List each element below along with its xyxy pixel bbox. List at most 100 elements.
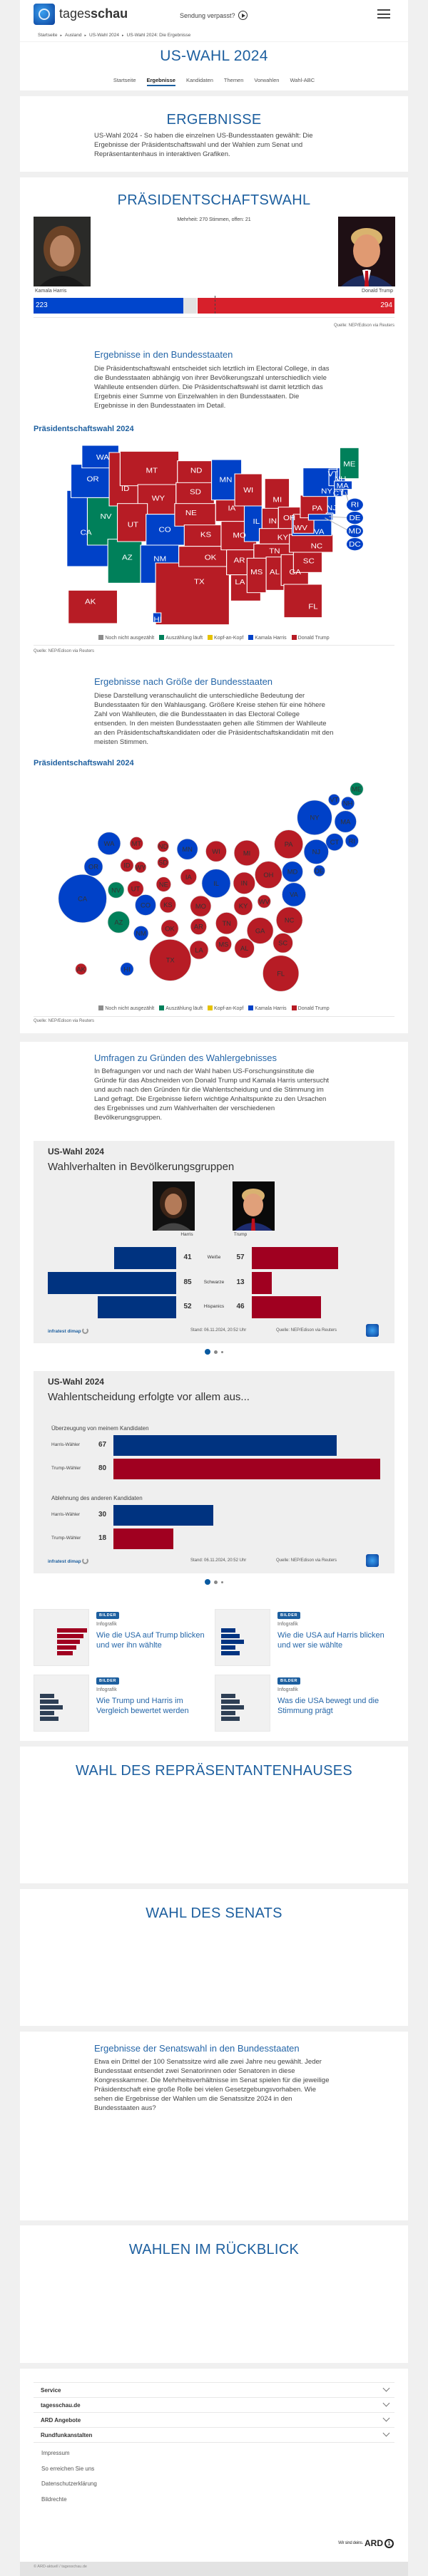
carousel-dot[interactable] bbox=[214, 1350, 218, 1354]
state-bubble-nj[interactable] bbox=[303, 839, 329, 864]
ard-logo[interactable]: Wir sind deins. ARD 1 bbox=[338, 2538, 394, 2548]
state-bubble-hi[interactable] bbox=[120, 962, 134, 976]
demographics-chart[interactable]: US-Wahl 2024 Wahlverhalten in Bevölkerun… bbox=[34, 1141, 394, 1343]
teaser-title[interactable]: Wie Trump und Harris im Vergleich bewert… bbox=[96, 1697, 189, 1715]
state-bubble-tn[interactable] bbox=[215, 912, 238, 935]
teaser-title[interactable]: Wie die USA auf Harris blicken und wer s… bbox=[277, 1631, 384, 1650]
state-bubble-ga[interactable] bbox=[246, 917, 274, 944]
carousel-dot-active[interactable] bbox=[205, 1579, 210, 1585]
state-bubble-sd[interactable] bbox=[157, 857, 169, 869]
state-bubble-id[interactable] bbox=[120, 858, 134, 872]
state-az[interactable] bbox=[107, 539, 143, 584]
state-bubble-sc[interactable] bbox=[272, 933, 293, 953]
nav-tab-ergebnisse[interactable]: Ergebnisse bbox=[146, 77, 175, 86]
teaser-card[interactable]: BILDER Infografik Wie Trump und Harris im … bbox=[34, 1675, 212, 1733]
state-hi[interactable] bbox=[152, 612, 162, 623]
state-bubble-la[interactable] bbox=[189, 940, 209, 960]
brand-name[interactable]: tagesschau bbox=[59, 6, 128, 21]
state-bubble-ar[interactable] bbox=[190, 918, 207, 935]
state-bubble-or[interactable] bbox=[83, 857, 103, 876]
state-bubble-fl[interactable] bbox=[263, 955, 300, 992]
state-bubble-md[interactable] bbox=[282, 861, 303, 883]
state-bubble-mn[interactable] bbox=[176, 838, 198, 860]
state-callout-de[interactable] bbox=[346, 512, 363, 524]
state-nc[interactable] bbox=[289, 534, 334, 553]
nav-tab-wahl-abc[interactable]: Wahl-ABC bbox=[290, 77, 315, 83]
nav-tab-vorwahlen[interactable]: Vorwahlen bbox=[254, 77, 280, 83]
nav-tab-startseite[interactable]: Startseite bbox=[113, 77, 136, 83]
footer-link[interactable]: Impressum bbox=[41, 2450, 70, 2456]
nav-tab-themen[interactable]: Themen bbox=[223, 77, 244, 83]
footer-link[interactable]: Bildrechte bbox=[41, 2495, 67, 2503]
state-bubble-ma[interactable] bbox=[334, 810, 357, 833]
state-bubble-wv[interactable] bbox=[257, 894, 271, 909]
carousel-dot-active[interactable] bbox=[205, 1349, 210, 1355]
state-tx[interactable] bbox=[155, 562, 230, 626]
state-fl[interactable] bbox=[283, 584, 323, 619]
state-bubble-nd[interactable] bbox=[157, 840, 169, 852]
state-bubble-ky[interactable] bbox=[233, 896, 253, 916]
state-bubble-wy[interactable] bbox=[134, 861, 147, 874]
state-bubble-co[interactable] bbox=[135, 894, 156, 916]
state-ok[interactable] bbox=[178, 546, 228, 567]
state-bubble-ut[interactable] bbox=[127, 880, 144, 897]
state-bubble-ri[interactable] bbox=[345, 834, 359, 848]
state-bubble-nc[interactable] bbox=[275, 906, 303, 934]
state-bubble-ks[interactable] bbox=[159, 896, 176, 914]
state-bubble-ne[interactable] bbox=[156, 876, 171, 892]
state-nd[interactable] bbox=[177, 460, 213, 484]
state-bubble-ak[interactable] bbox=[75, 963, 87, 976]
teaser-card[interactable]: BILDER Infografik Was die USA bewegt und d… bbox=[215, 1675, 393, 1733]
state-bubble-mt[interactable] bbox=[129, 837, 143, 851]
state-bubble-ok[interactable] bbox=[160, 919, 179, 938]
footer-accordion-2[interactable]: ARD Angebote bbox=[34, 2412, 394, 2427]
carousel-dot[interactable] bbox=[221, 1350, 223, 1353]
state-md[interactable] bbox=[307, 514, 332, 521]
teaser-card[interactable]: BILDER Infografik Wie die USA auf Trump bl… bbox=[34, 1609, 212, 1667]
state-bubble-me[interactable] bbox=[350, 782, 364, 796]
state-bubble-wa[interactable] bbox=[97, 832, 121, 855]
state-sc[interactable] bbox=[292, 550, 323, 573]
state-il[interactable] bbox=[243, 505, 263, 542]
state-bubble-nm[interactable] bbox=[133, 926, 149, 941]
breadcrumb-item[interactable]: Startseite bbox=[38, 33, 58, 38]
state-bubble-pa[interactable] bbox=[274, 829, 304, 859]
state-mi[interactable] bbox=[264, 478, 290, 510]
state-ak[interactable] bbox=[68, 589, 118, 624]
state-bubble-oh[interactable] bbox=[255, 861, 282, 889]
state-bubble-ia[interactable] bbox=[180, 869, 197, 886]
state-callout-ri[interactable] bbox=[346, 498, 363, 511]
carousel-dot[interactable] bbox=[221, 1581, 223, 1583]
state-ms[interactable] bbox=[246, 557, 267, 594]
footer-accordion-1[interactable]: tagesschau.de bbox=[34, 2397, 394, 2412]
state-callout-dc[interactable] bbox=[346, 538, 363, 551]
breadcrumb-item[interactable]: US-Wahl 2024: Die Ergebnisse bbox=[126, 33, 191, 38]
footer-accordion-0[interactable]: Service bbox=[34, 2382, 394, 2397]
state-bubble-va[interactable] bbox=[282, 882, 306, 907]
state-bubble-nh[interactable] bbox=[341, 796, 355, 810]
teaser-title[interactable]: Was die USA bewegt und die Stimmung präg… bbox=[277, 1697, 379, 1715]
menu-hamburger-icon[interactable] bbox=[377, 9, 390, 19]
footer-link[interactable]: So erreichen Sie uns bbox=[41, 2465, 95, 2472]
state-me[interactable] bbox=[339, 447, 360, 480]
state-bubble-de[interactable] bbox=[313, 864, 325, 877]
footer-link[interactable]: Datenschutzerklärung bbox=[41, 2481, 97, 2488]
nav-tab-kandidaten[interactable]: Kandidaten bbox=[185, 77, 213, 83]
state-bubble-mi[interactable] bbox=[233, 839, 260, 867]
state-bubble-nv[interactable] bbox=[108, 881, 125, 899]
teaser-title[interactable]: Wie die USA auf Trump blicken und wer ih… bbox=[96, 1631, 205, 1650]
carousel-dot[interactable] bbox=[214, 1580, 218, 1584]
state-wi[interactable] bbox=[234, 473, 263, 507]
breadcrumb-item[interactable]: US-Wahl 2024 bbox=[89, 33, 120, 38]
state-bubble-ms[interactable] bbox=[215, 936, 232, 953]
tagesschau-logo-icon[interactable] bbox=[34, 4, 55, 25]
state-bubble-ct[interactable] bbox=[325, 833, 344, 852]
state-bubble-ny[interactable] bbox=[297, 800, 332, 836]
state-bubble-vt[interactable] bbox=[328, 794, 340, 806]
state-bubble-il[interactable] bbox=[201, 869, 231, 899]
state-ut[interactable] bbox=[116, 503, 148, 542]
state-bubble-wi[interactable] bbox=[205, 840, 227, 862]
state-bubble-tx[interactable] bbox=[149, 938, 192, 981]
state-bubble-ca[interactable] bbox=[58, 874, 107, 924]
footer-accordion-3[interactable]: Rundfunkanstalten bbox=[34, 2427, 394, 2442]
